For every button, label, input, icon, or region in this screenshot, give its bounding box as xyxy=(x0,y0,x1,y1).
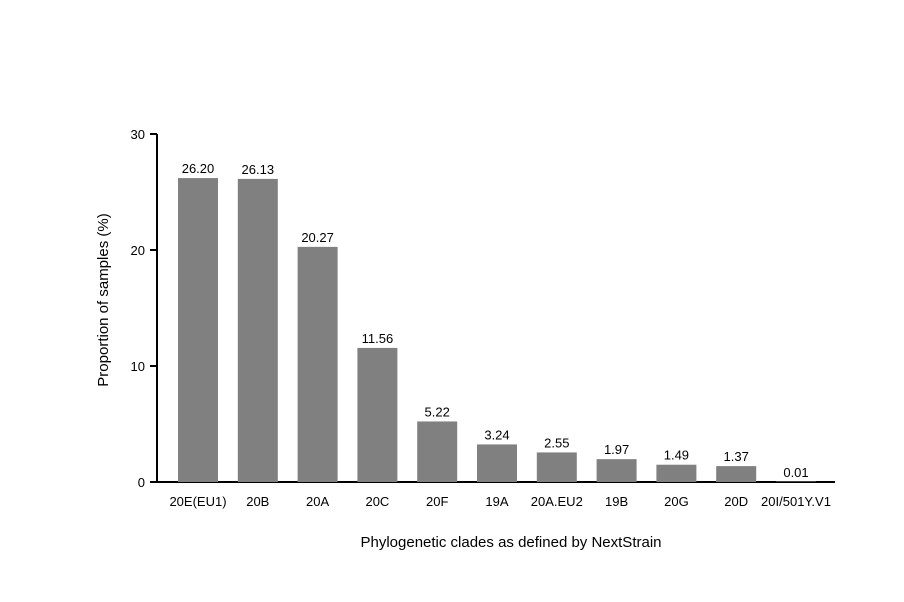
category-label: 19B xyxy=(605,494,628,509)
y-axis: 0 10 20 30 xyxy=(131,127,158,490)
data-label: 1.97 xyxy=(604,442,629,457)
category-label: 20D xyxy=(724,494,748,509)
bar xyxy=(357,347,398,482)
category-label: 19A xyxy=(485,494,508,509)
category-label: 20G xyxy=(664,494,689,509)
bar xyxy=(596,459,637,482)
data-label: 26.20 xyxy=(182,161,215,176)
bar xyxy=(417,421,458,482)
category-label: 20A.EU2 xyxy=(531,494,583,509)
x-axis-title: Phylogenetic clades as defined by NextSt… xyxy=(360,534,661,551)
y-axis-title: Proportion of samples (%) xyxy=(95,213,112,386)
bar xyxy=(297,246,338,482)
data-label: 26.13 xyxy=(242,162,275,177)
data-label: 3.24 xyxy=(484,427,509,442)
category-label: 20F xyxy=(426,494,448,509)
data-label: 2.55 xyxy=(544,435,569,450)
data-label: 20.27 xyxy=(301,230,334,245)
bar xyxy=(656,464,697,482)
data-labels: 26.20 26.13 20.27 11.56 5.22 3.24 2.55 1.97 1.49… xyxy=(182,161,809,480)
bar xyxy=(178,178,218,482)
data-label: 1.37 xyxy=(724,449,749,464)
bars xyxy=(178,178,816,482)
y-tick-label: 30 xyxy=(131,127,145,142)
category-label: 20I/501Y.V1 xyxy=(761,494,831,509)
category-label: 20B xyxy=(246,494,269,509)
bar xyxy=(716,466,757,482)
y-tick-label: 10 xyxy=(131,359,145,374)
y-tick-label: 20 xyxy=(131,243,145,258)
category-label: 20A xyxy=(306,494,329,509)
bar xyxy=(477,444,517,482)
data-label: 0.01 xyxy=(783,465,808,480)
bar xyxy=(536,452,577,482)
bar xyxy=(776,481,816,482)
data-label: 1.49 xyxy=(664,448,689,463)
data-label: 5.22 xyxy=(425,404,450,419)
category-label: 20E(EU1) xyxy=(169,494,226,509)
category-label: 20C xyxy=(365,494,389,509)
data-label: 11.56 xyxy=(362,331,394,346)
y-tick-label: 0 xyxy=(138,475,145,490)
category-labels: 20E(EU1) 20B 20A 20C 20F 19A 20A.EU2 19B 20G 20D 2… xyxy=(169,494,830,509)
bar xyxy=(237,178,278,482)
